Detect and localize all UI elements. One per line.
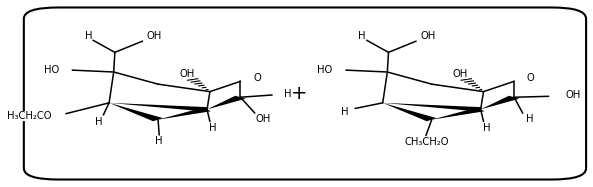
Text: OH: OH: [256, 114, 271, 124]
Polygon shape: [109, 103, 208, 112]
Text: OH: OH: [146, 31, 162, 42]
Text: H: H: [155, 136, 163, 146]
Text: O: O: [527, 73, 534, 83]
Polygon shape: [109, 103, 163, 121]
Text: HO: HO: [44, 65, 59, 75]
Text: HO: HO: [317, 65, 333, 75]
Text: OH: OH: [566, 90, 581, 100]
Text: CH₃CH₂O: CH₃CH₂O: [405, 137, 449, 147]
Text: H: H: [527, 114, 534, 124]
Text: +: +: [291, 84, 307, 103]
FancyBboxPatch shape: [24, 7, 586, 180]
Text: H: H: [483, 123, 490, 133]
Text: OH: OH: [453, 69, 468, 79]
Text: OH: OH: [179, 69, 195, 79]
Text: H: H: [340, 107, 348, 117]
Polygon shape: [432, 108, 484, 120]
Text: H₃CH₂CO: H₃CH₂CO: [7, 111, 52, 121]
Polygon shape: [158, 108, 211, 120]
Text: H: H: [358, 31, 366, 41]
Polygon shape: [481, 96, 519, 109]
Polygon shape: [382, 103, 436, 121]
Text: H: H: [209, 123, 216, 133]
Text: H: H: [95, 117, 103, 127]
Text: H: H: [284, 89, 291, 99]
Text: O: O: [253, 73, 261, 83]
Text: OH: OH: [420, 31, 435, 42]
Polygon shape: [382, 103, 482, 112]
Text: H: H: [85, 31, 92, 41]
Polygon shape: [207, 96, 246, 109]
